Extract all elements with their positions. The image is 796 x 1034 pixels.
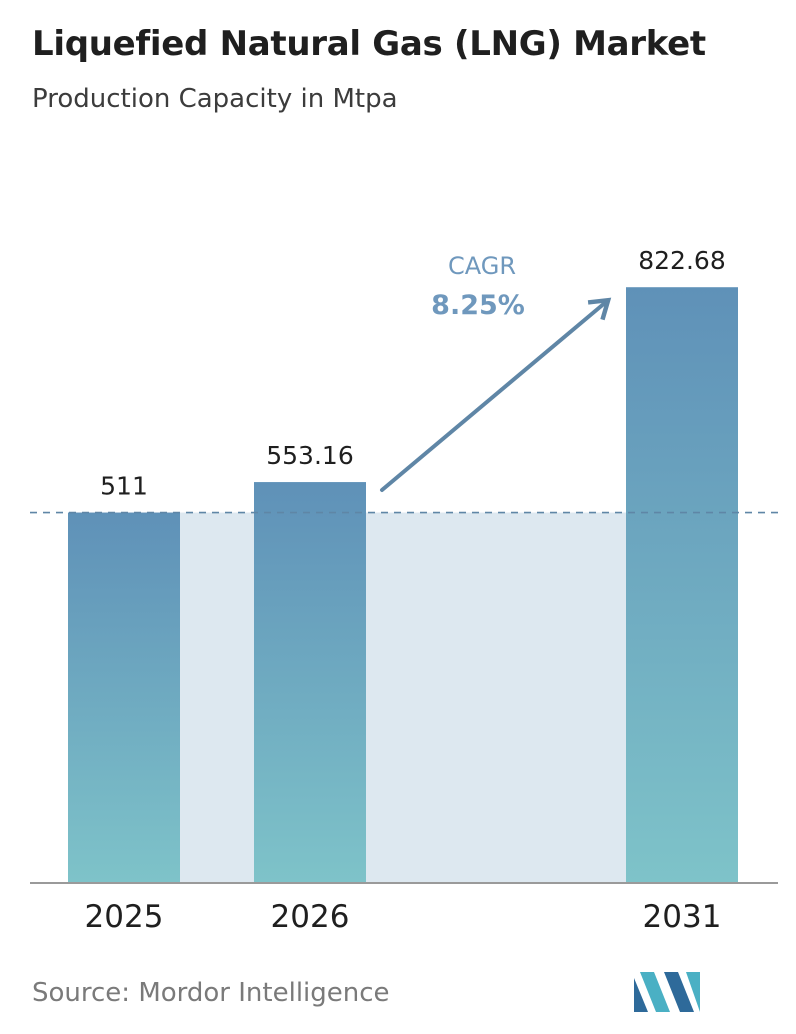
x-tick-label-2026: 2026 [271,899,350,935]
bar-2026 [254,482,366,882]
cagr-arrow [380,297,612,492]
bar-2031 [626,287,738,883]
cagr-value: 8.25% [431,290,525,321]
source-note: Source: Mordor Intelligence [32,978,390,1008]
chart-subtitle: Production Capacity in Mtpa [32,84,398,114]
data-label-2026: 553.16 [266,441,353,470]
cagr-label: CAGR [448,252,516,280]
bar-2025 [68,512,180,882]
x-tick-label-2025: 2025 [85,899,164,935]
x-tick-label-2031: 2031 [643,899,722,935]
mordor-intelligence-logo-icon [634,972,700,1012]
bar-chart: 511 2025 553.16 2026 822.68 2031 CAGR 8.25% [30,246,782,935]
data-label-2031: 822.68 [638,246,725,275]
chart-title: Liquefied Natural Gas (LNG) Market [32,24,706,64]
data-label-2025: 511 [100,472,148,501]
